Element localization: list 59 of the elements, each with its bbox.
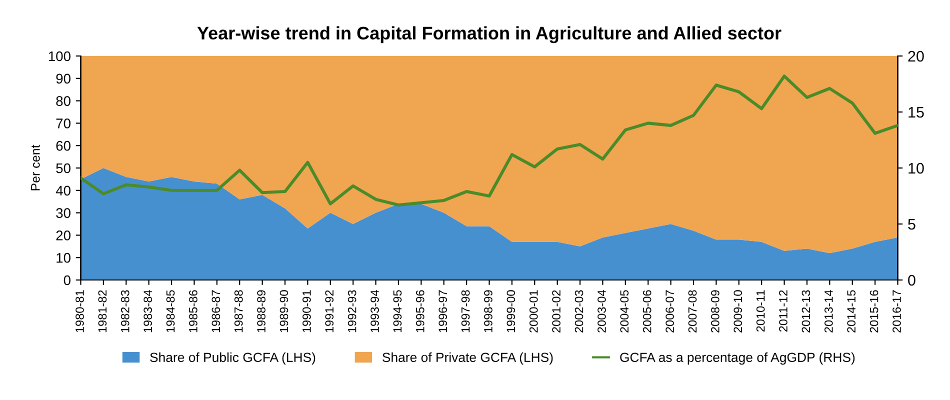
y-tick-label: 90: [56, 74, 70, 84]
x-tick-label: 2011-12: [779, 290, 788, 332]
x-tick-label: 1988-89: [257, 290, 266, 332]
x-tick-label: 2015-16: [870, 290, 878, 332]
x-tick-label: 2007-08: [688, 290, 697, 332]
y-tick-label: 70: [56, 118, 70, 128]
x-tick-label: 2010-11: [756, 290, 765, 332]
legend-label: Share of Public GCFA (LHS): [150, 352, 316, 365]
x-tick-label: 2006-07: [666, 290, 674, 332]
x-tick-label: 1994-95: [393, 290, 402, 332]
x-tick-label: 1996-97: [438, 290, 448, 332]
x-tick-label: 1985-86: [189, 290, 198, 332]
x-tick-label: 2013-14: [824, 290, 833, 332]
x-tick-label: 2001-02: [552, 290, 560, 332]
y-tick-label: 10: [56, 252, 70, 263]
x-tick-label: 2012-13: [802, 290, 810, 332]
y2-tick-label: 10: [908, 162, 924, 174]
x-tick-label: 1989-90: [280, 290, 288, 332]
y2-tick-label: 0: [908, 274, 916, 286]
x-tick-label: 2004-05: [620, 290, 629, 332]
legend-label: Share of Private GCFA (LHS): [382, 352, 553, 365]
y-tick-label: 50: [56, 163, 70, 174]
x-tick-label: 2005-06: [642, 290, 652, 332]
x-tick-label: 1992-93: [348, 290, 356, 332]
x-tick-label: 1990-91: [302, 290, 311, 332]
y-tick-label: 60: [56, 140, 70, 151]
x-tick-label: 1997-98: [461, 290, 470, 332]
y-tick-label: 20: [56, 230, 70, 240]
x-tick-label: 1983-84: [144, 290, 152, 332]
y-axis-title: Per cent: [31, 144, 40, 190]
x-tick-label: 1995-96: [416, 290, 424, 332]
x-tick-label: 1993-94: [370, 290, 379, 332]
x-tick-label: 1986-87: [212, 290, 220, 332]
y2-tick-label: 20: [908, 50, 924, 62]
x-tick-label: 1980-81: [76, 290, 84, 332]
x-tick-label: 2016-17: [892, 290, 901, 332]
x-tick-label: 1981-82: [98, 290, 107, 332]
x-tick-label: 2002-03: [574, 290, 584, 332]
x-tick-label: 2009-10: [734, 290, 742, 332]
line-series: [80, 74, 898, 206]
x-tick-label: 1987-88: [234, 290, 243, 332]
x-tick-label: 2003-04: [598, 290, 606, 332]
chart-title: Year-wise trend in Capital Formation in Agriculture and Allied sector: [197, 26, 782, 44]
x-tick-label: 1998-99: [484, 290, 492, 332]
x-tick-label: 2014-15: [847, 290, 856, 332]
y-tick-label: 100: [48, 51, 70, 62]
x-tick-label: 2008-09: [711, 290, 720, 332]
y-tick-label: 40: [56, 186, 70, 196]
y-tick-label: 0: [64, 275, 70, 286]
y-tick-label: 30: [56, 208, 70, 218]
x-tick-label: 1984-85: [166, 290, 175, 332]
x-tick-label: 2000-01: [529, 290, 538, 332]
x-tick-label: 1999-00: [506, 290, 516, 332]
y2-tick-label: 15: [908, 107, 924, 118]
legend-label: GCFA as a percentage of AgGDP (RHS): [620, 352, 855, 365]
y-tick-label: 80: [56, 96, 70, 106]
x-tick-label: 1991-92: [325, 290, 334, 332]
y2-tick-label: 5: [908, 219, 916, 230]
x-tick-label: 1982-83: [120, 290, 130, 332]
